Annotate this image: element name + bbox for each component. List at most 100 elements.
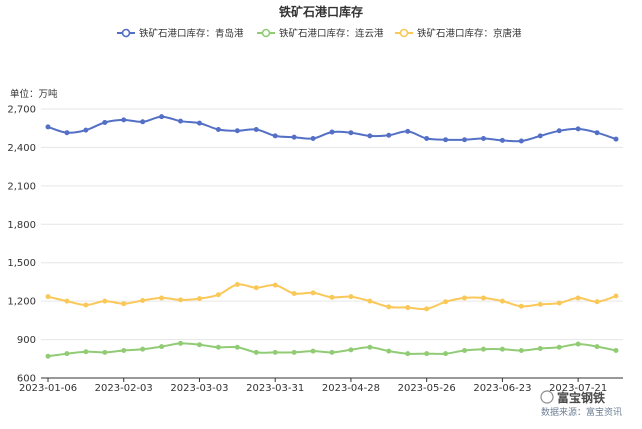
data-point	[272, 282, 278, 288]
y-axis: 600 900 1,200 1,500 1,800 2,100 2,400 2,700	[7, 105, 36, 385]
data-point	[443, 351, 449, 357]
y-tick-label: 900	[17, 335, 36, 346]
data-point	[272, 133, 278, 139]
legend-label: 铁矿石港口库存：连云港	[279, 28, 384, 40]
data-point	[575, 295, 581, 301]
data-point	[102, 349, 108, 355]
data-point	[253, 349, 259, 355]
data-point	[83, 127, 89, 133]
x-axis: 2023-01-06 2023-02-03 2023-03-03 2023-03-31…	[19, 377, 623, 394]
data-point	[329, 129, 335, 135]
data-point	[215, 126, 221, 132]
data-point	[234, 344, 240, 350]
data-point	[159, 114, 165, 120]
data-point	[613, 136, 619, 142]
data-point	[386, 348, 392, 354]
data-point	[424, 351, 430, 357]
data-point	[405, 128, 411, 134]
data-point	[64, 130, 70, 136]
data-point	[405, 351, 411, 357]
legend-label: 铁矿石港口库存：京唐港	[417, 28, 522, 40]
data-point	[480, 135, 486, 141]
legend-item[interactable]: 铁矿石港口库存：连云港	[257, 28, 384, 40]
data-point	[310, 348, 316, 354]
y-tick-label: 2,700	[7, 105, 36, 116]
legend-item[interactable]: 铁矿石港口库存：青岛港	[117, 28, 244, 40]
data-point	[253, 285, 259, 291]
legend-item[interactable]: 铁矿石港口库存：京唐港	[395, 28, 522, 40]
data-point	[556, 344, 562, 350]
data-point	[480, 295, 486, 301]
chart-title: 铁矿石港口库存	[279, 4, 363, 19]
data-point	[424, 306, 430, 312]
data-point	[405, 305, 411, 311]
data-point	[575, 126, 581, 132]
data-point	[178, 297, 184, 303]
data-point	[386, 132, 392, 138]
data-point	[594, 344, 600, 350]
x-tick-label: 2023-03-03	[170, 383, 228, 394]
data-point	[575, 341, 581, 347]
data-point	[594, 299, 600, 305]
data-point	[329, 349, 335, 355]
data-point	[424, 135, 430, 141]
unit-label: 单位：万吨	[10, 88, 58, 100]
data-point	[367, 344, 373, 350]
data-point	[613, 347, 619, 353]
data-point	[64, 351, 70, 357]
data-point	[443, 299, 449, 305]
data-point	[499, 137, 505, 143]
watermark-brand: 富宝钢铁	[557, 390, 605, 405]
x-tick-label: 2023-06-23	[473, 383, 531, 394]
data-point	[215, 344, 221, 350]
data-point	[556, 128, 562, 134]
data-point	[234, 281, 240, 287]
data-point	[518, 303, 524, 309]
y-tick-label: 2,400	[7, 143, 36, 154]
data-point	[121, 117, 127, 123]
series-group	[45, 114, 619, 359]
data-point	[234, 128, 240, 134]
data-point	[291, 349, 297, 355]
data-point	[45, 353, 51, 359]
data-point	[178, 340, 184, 346]
x-tick-label: 2023-03-31	[246, 383, 304, 394]
x-tick-label: 2023-07-21	[549, 383, 607, 394]
data-point	[310, 135, 316, 141]
legend-swatch-marker	[121, 28, 131, 38]
data-point	[348, 347, 354, 353]
data-point	[272, 349, 278, 355]
data-point	[140, 346, 146, 352]
data-point	[178, 118, 184, 124]
data-point	[348, 130, 354, 136]
data-point	[121, 347, 127, 353]
y-tick-label: 600	[17, 374, 36, 385]
data-point	[537, 346, 543, 352]
legend-swatch-marker	[261, 28, 271, 38]
data-point	[140, 298, 146, 304]
data-point	[462, 295, 468, 301]
data-point	[196, 342, 202, 348]
data-point	[367, 298, 373, 304]
data-point	[196, 120, 202, 126]
data-point	[291, 134, 297, 140]
series-3	[45, 281, 619, 312]
legend-label: 铁矿石港口库存：青岛港	[139, 28, 244, 40]
wechat-icon	[540, 390, 554, 404]
data-point	[613, 293, 619, 299]
x-tick-label: 2023-05-26	[398, 383, 456, 394]
watermark-source: 数据来源：富宝资讯	[541, 406, 622, 418]
data-point	[537, 301, 543, 307]
data-point	[45, 294, 51, 300]
x-tick-label: 2023-04-28	[322, 383, 380, 394]
data-point	[159, 344, 165, 350]
y-tick-label: 1,200	[7, 297, 36, 308]
series-1	[45, 114, 619, 144]
series-2	[45, 340, 619, 359]
data-point	[45, 124, 51, 130]
data-point	[310, 290, 316, 296]
data-point	[537, 133, 543, 139]
data-point	[121, 301, 127, 307]
data-point	[348, 294, 354, 300]
